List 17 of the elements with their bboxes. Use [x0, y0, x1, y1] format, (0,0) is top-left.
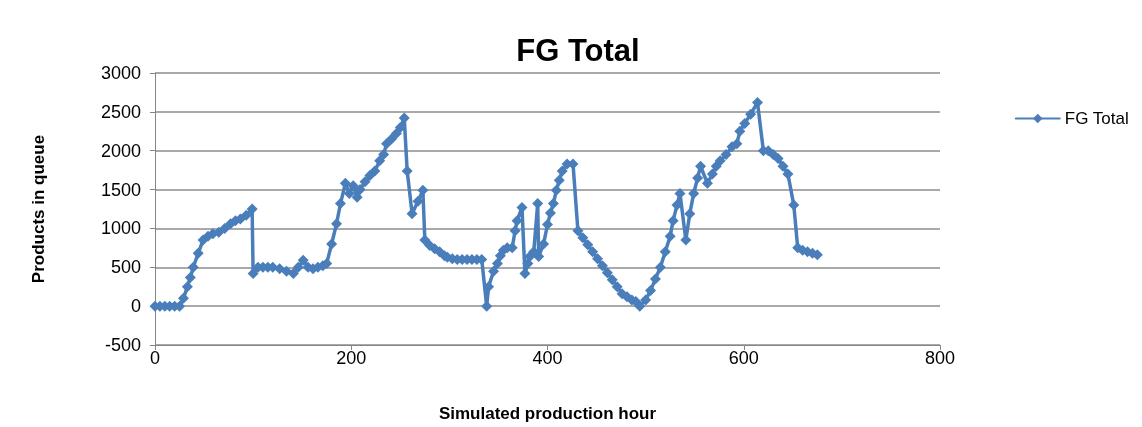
x-tick-label: 0 [149, 348, 161, 368]
x-tick-label: 600 [728, 348, 759, 368]
y-tick-label: 3000 [100, 63, 141, 83]
y-tick-label: 0 [130, 296, 141, 317]
chart-title: FG Total [516, 33, 640, 68]
x-tick-label: 800 [924, 348, 956, 368]
y-axis-title: Products in queue [29, 134, 48, 284]
y-tick-label: 2000 [100, 140, 141, 161]
legend-label: FG Total [1064, 109, 1129, 128]
y-tick-label: 1000 [100, 218, 141, 239]
x-axis-title: Simulated production hour [438, 404, 657, 423]
y-tick-label: 1500 [100, 179, 141, 200]
x-tick-label: 400 [532, 348, 563, 368]
y-tick-label: -500 [104, 335, 141, 355]
y-tick-label: 500 [110, 257, 141, 278]
x-tick-label: 200 [336, 348, 367, 368]
y-tick-label: 2500 [100, 101, 141, 122]
